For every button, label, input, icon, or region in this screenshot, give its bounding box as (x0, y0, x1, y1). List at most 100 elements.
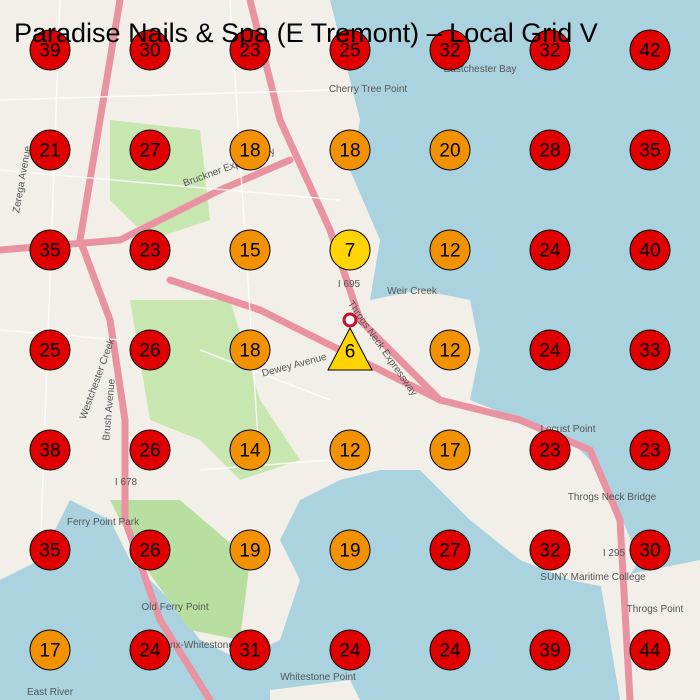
map-label: Eastchester Bay (444, 64, 517, 75)
rank-marker: 19 (329, 529, 371, 571)
rank-label: 31 (239, 641, 260, 662)
rank-label: 19 (239, 541, 260, 562)
rank-circle (29, 129, 71, 171)
rank-circle (29, 629, 71, 671)
rank-circle (629, 29, 671, 71)
rank-circle (529, 629, 571, 671)
rank-marker: 12 (429, 329, 471, 371)
rank-label: 32 (539, 541, 560, 562)
rank-label: 35 (639, 141, 660, 162)
rank-marker: 38 (29, 429, 71, 471)
rank-marker: 27 (429, 529, 471, 571)
rank-label: 30 (139, 41, 160, 62)
rank-label: 23 (239, 41, 260, 62)
map-label: Bronx-Whitestone Bridge (154, 640, 266, 651)
rank-circle (129, 329, 171, 371)
rank-marker: 32 (529, 29, 571, 71)
rank-circle (29, 529, 71, 571)
rank-label: 25 (339, 41, 360, 62)
rank-marker: 18 (329, 129, 371, 171)
rank-label: 27 (139, 141, 160, 162)
rank-marker: 18 (229, 329, 271, 371)
rank-circle (29, 329, 71, 371)
rank-circle (229, 229, 271, 271)
rank-marker: 6 (327, 312, 373, 371)
rank-circle (429, 129, 471, 171)
map-label: Throgs Neck Bridge (568, 492, 657, 503)
rank-label: 39 (39, 41, 60, 62)
rank-circle (529, 329, 571, 371)
rank-label: 28 (539, 141, 560, 162)
rank-label: 26 (139, 541, 160, 562)
rank-marker: 42 (629, 29, 671, 71)
rank-circle (629, 429, 671, 471)
map-label: I 695 (338, 279, 361, 290)
rank-circle (329, 429, 371, 471)
map-label: Cherry Tree Point (329, 84, 408, 95)
rank-label: 12 (339, 441, 360, 462)
rank-marker: 24 (429, 629, 471, 671)
map-label: Weir Creek (387, 286, 438, 297)
rank-marker: 26 (129, 429, 171, 471)
rank-marker: 23 (629, 429, 671, 471)
rank-circle (429, 429, 471, 471)
rank-circle (529, 429, 571, 471)
rank-circle (329, 629, 371, 671)
rank-marker: 27 (129, 129, 171, 171)
rank-label: 26 (139, 341, 160, 362)
rank-label: 18 (239, 341, 260, 362)
rank-label: 19 (339, 541, 360, 562)
rank-circle (329, 129, 371, 171)
rank-marker: 30 (129, 29, 171, 71)
rank-label: 42 (639, 41, 660, 62)
rank-marker: 24 (529, 329, 571, 371)
rank-label: 14 (239, 441, 261, 462)
rank-label: 18 (239, 141, 260, 162)
map-label: Whitestone Point (280, 672, 356, 683)
rank-marker: 24 (329, 629, 371, 671)
rank-circle (429, 529, 471, 571)
rank-circle (529, 29, 571, 71)
rank-marker: 35 (29, 529, 71, 571)
map-label: I 295 (603, 548, 626, 559)
rank-circle (329, 29, 371, 71)
rank-marker: 32 (429, 29, 471, 71)
rank-circle (429, 29, 471, 71)
map-label: SUNY Maritime College (540, 572, 646, 583)
highway (166, 276, 444, 404)
rank-marker: 26 (129, 329, 171, 371)
rank-label: 6 (345, 342, 356, 363)
rank-marker: 15 (229, 229, 271, 271)
rank-circle (129, 129, 171, 171)
rank-label: 39 (539, 641, 560, 662)
rank-label: 17 (439, 441, 460, 462)
rank-circle (629, 629, 671, 671)
rank-marker: 35 (29, 229, 71, 271)
rank-circle (629, 229, 671, 271)
map-label: I 678 (115, 477, 138, 488)
rank-marker: 23 (229, 29, 271, 71)
rank-label: 27 (439, 541, 460, 562)
rank-marker: 39 (529, 629, 571, 671)
rank-marker: 17 (429, 429, 471, 471)
map-label: Brush Avenue (101, 378, 117, 441)
rank-circle (629, 529, 671, 571)
rank-label: 17 (39, 641, 60, 662)
map-label: Ferry Point Park (67, 517, 140, 528)
rank-label: 12 (439, 241, 460, 262)
rank-marker: 40 (629, 229, 671, 271)
rank-label: 15 (239, 241, 260, 262)
rank-marker: 21 (29, 129, 71, 171)
rank-marker: 25 (29, 329, 71, 371)
rank-circle (429, 329, 471, 371)
rank-label: 21 (39, 141, 60, 162)
rank-marker: 31 (229, 629, 271, 671)
rank-circle (329, 229, 371, 271)
rank-marker: 12 (429, 229, 471, 271)
rank-circle (29, 429, 71, 471)
rank-circle (429, 229, 471, 271)
rank-label: 35 (39, 541, 60, 562)
map-label: East River (27, 687, 74, 698)
rank-marker: 32 (529, 529, 571, 571)
